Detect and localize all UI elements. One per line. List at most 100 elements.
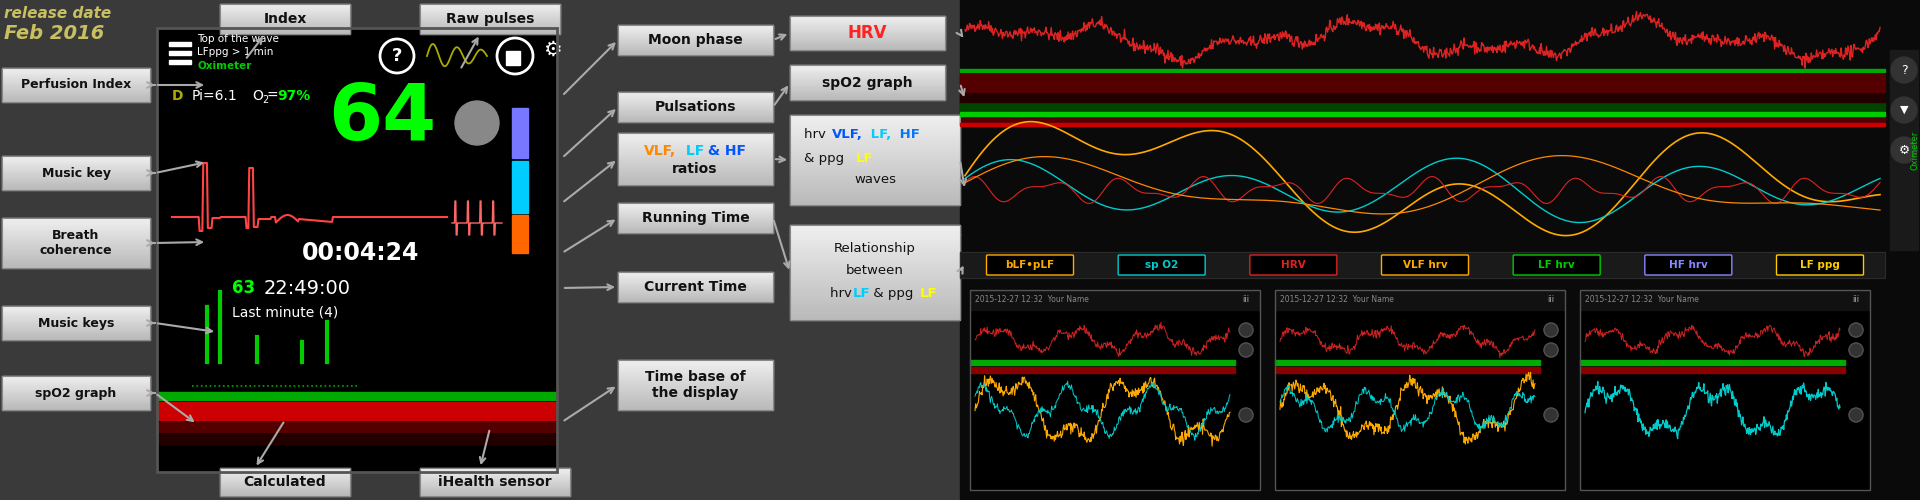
Bar	[789, 17, 945, 18]
Bar	[618, 208, 774, 209]
Bar	[618, 402, 774, 404]
Bar	[618, 32, 774, 33]
Bar	[2, 263, 150, 264]
Bar	[2, 322, 150, 323]
Bar	[789, 238, 960, 241]
Bar	[789, 196, 960, 199]
Bar	[2, 164, 150, 165]
Bar	[2, 176, 150, 178]
Bar	[618, 116, 774, 117]
Bar	[789, 22, 945, 23]
Circle shape	[1544, 323, 1557, 337]
Bar	[618, 223, 774, 224]
Bar	[2, 84, 150, 85]
Bar	[2, 166, 150, 168]
Bar	[221, 494, 349, 495]
Bar	[420, 471, 570, 472]
FancyBboxPatch shape	[1776, 255, 1864, 275]
Bar	[2, 307, 150, 308]
Bar	[2, 223, 150, 224]
Bar	[157, 434, 557, 444]
Bar	[618, 370, 774, 372]
Bar	[618, 294, 774, 295]
Bar	[420, 470, 570, 471]
Bar	[221, 469, 349, 470]
Text: iii: iii	[1548, 296, 1553, 304]
Bar	[789, 270, 960, 272]
Bar	[2, 168, 150, 170]
Bar	[618, 408, 774, 410]
Bar	[420, 15, 561, 16]
Bar	[789, 118, 960, 121]
Text: Perfusion Index: Perfusion Index	[21, 78, 131, 92]
Text: 2015-12-27 12:32  Your Name: 2015-12-27 12:32 Your Name	[1586, 296, 1699, 304]
Bar	[618, 278, 774, 279]
Bar	[618, 293, 774, 294]
Bar	[618, 113, 774, 114]
Bar	[420, 23, 561, 24]
Bar	[420, 16, 561, 17]
Bar	[221, 16, 349, 17]
Bar	[618, 184, 774, 185]
Bar	[789, 99, 945, 100]
Bar	[420, 476, 570, 478]
Bar	[2, 266, 150, 268]
Bar	[789, 73, 945, 74]
Bar	[221, 7, 349, 8]
Bar	[618, 174, 774, 176]
Bar	[618, 281, 774, 282]
Bar	[169, 42, 190, 46]
Bar	[2, 388, 150, 390]
Bar	[221, 486, 349, 488]
Bar	[618, 298, 774, 299]
Text: spO2 graph: spO2 graph	[822, 76, 912, 90]
Bar	[618, 133, 774, 185]
Text: LF: LF	[920, 287, 937, 300]
Text: 22:49:00: 22:49:00	[265, 278, 351, 297]
Bar	[2, 230, 150, 232]
Text: ⚙: ⚙	[1899, 144, 1910, 156]
Bar	[618, 380, 774, 382]
Bar	[789, 225, 960, 228]
Bar	[2, 383, 150, 384]
Bar	[789, 24, 945, 25]
Bar	[618, 120, 774, 121]
Bar	[420, 21, 561, 22]
Bar	[2, 160, 150, 162]
Bar	[2, 310, 150, 312]
Bar	[1580, 290, 1870, 310]
Text: LF: LF	[856, 152, 874, 164]
Bar	[618, 114, 774, 115]
Bar	[960, 74, 1885, 92]
Bar	[618, 43, 774, 44]
Bar	[420, 26, 561, 27]
Text: Top of the wave: Top of the wave	[198, 34, 278, 44]
Bar	[789, 121, 960, 124]
Bar	[2, 170, 150, 172]
Bar	[618, 27, 774, 28]
Bar	[618, 227, 774, 228]
Bar	[618, 205, 774, 206]
Bar	[618, 225, 774, 226]
Bar	[221, 12, 349, 13]
Bar	[420, 485, 570, 486]
Bar	[789, 44, 945, 46]
Circle shape	[1544, 408, 1557, 422]
Circle shape	[1891, 137, 1916, 163]
Bar	[789, 93, 945, 94]
Bar	[221, 6, 349, 7]
Bar	[618, 220, 774, 221]
Bar	[618, 376, 774, 378]
Bar	[420, 483, 570, 484]
Bar	[618, 37, 774, 38]
Bar	[618, 95, 774, 96]
Bar	[789, 98, 945, 99]
Bar	[970, 290, 1260, 310]
Text: 63: 63	[232, 279, 255, 297]
Bar	[420, 12, 561, 13]
Bar	[2, 238, 150, 240]
Bar	[789, 163, 960, 166]
Bar	[618, 29, 774, 30]
Bar	[2, 95, 150, 96]
Bar	[221, 493, 349, 494]
